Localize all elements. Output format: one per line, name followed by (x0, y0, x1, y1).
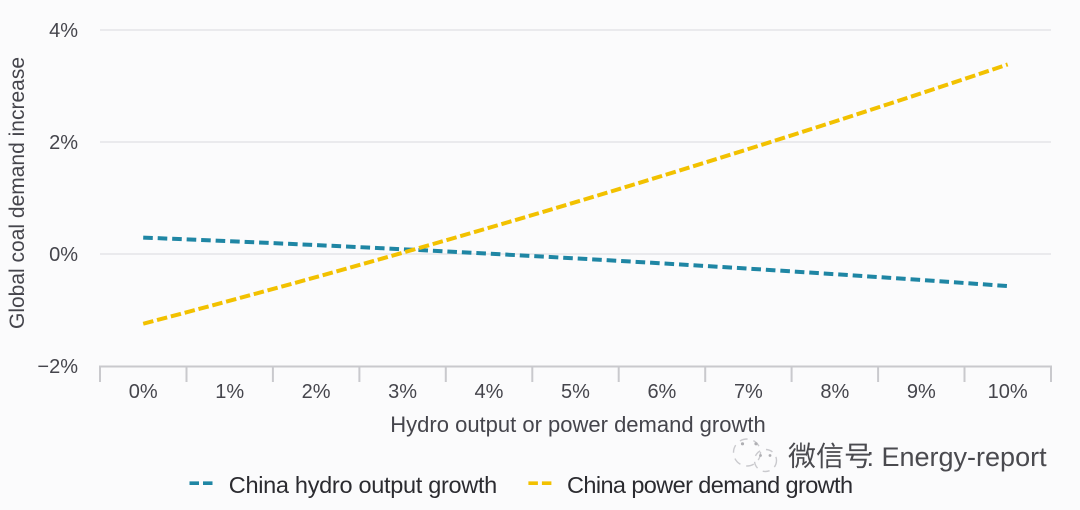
svg-text:China hydro output growth: China hydro output growth (229, 472, 497, 498)
svg-text:2%: 2% (302, 381, 331, 403)
svg-text:4%: 4% (49, 20, 78, 42)
svg-text:0%: 0% (129, 381, 158, 403)
svg-text:: Energy-report: : Energy-report (867, 442, 1048, 472)
svg-text:9%: 9% (907, 381, 936, 403)
svg-text:8%: 8% (820, 381, 849, 403)
svg-text:China power demand growth: China power demand growth (567, 472, 852, 498)
svg-text:4%: 4% (475, 381, 504, 403)
svg-text:−2%: −2% (37, 356, 78, 378)
svg-text:3%: 3% (388, 381, 417, 403)
svg-text:Global coal demand increase: Global coal demand increase (6, 57, 29, 329)
svg-text:6%: 6% (647, 381, 676, 403)
svg-text:Hydro output or power demand g: Hydro output or power demand growth (390, 412, 765, 437)
svg-text:10%: 10% (988, 381, 1028, 403)
svg-text:5%: 5% (561, 381, 590, 403)
svg-text:7%: 7% (734, 381, 763, 403)
svg-text:2%: 2% (49, 132, 78, 154)
svg-text:1%: 1% (215, 381, 244, 403)
svg-text:0%: 0% (49, 244, 78, 266)
